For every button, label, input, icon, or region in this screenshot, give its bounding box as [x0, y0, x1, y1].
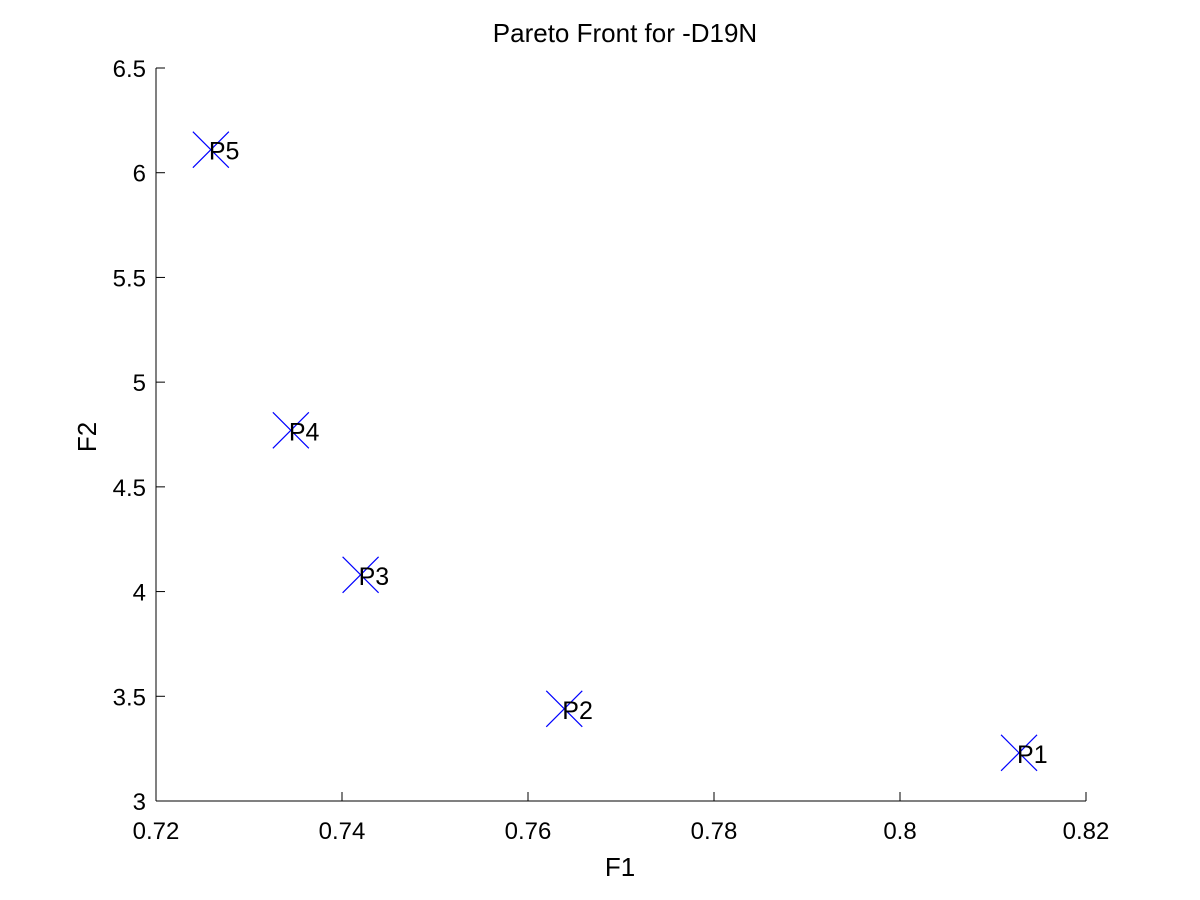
data-point: P5 [192, 131, 240, 169]
axes: 0.72 0.74 0.76 0.78 0.8 0.82 3 3.5 4 4.5 5 5.5 6 6.5 [113, 56, 1110, 845]
x-marker-stroke [1000, 734, 1038, 772]
point-label: P5 [209, 138, 240, 166]
data-points: P1 P2 P3 P4 P5 [192, 131, 1048, 772]
x-tick-label: 0.82 [1063, 818, 1110, 845]
data-point: P4 [272, 411, 320, 449]
x-marker-stroke [545, 690, 583, 728]
point-label: P2 [562, 697, 593, 725]
y-tick-label: 3 [133, 789, 146, 816]
y-axis-title: F2 [72, 422, 102, 452]
y-tick-label: 4.5 [113, 475, 146, 502]
x-tick-label: 0.8 [883, 818, 916, 845]
x-axis-title: F1 [605, 852, 635, 882]
data-point: P2 [545, 690, 593, 728]
y-tick-label: 6.5 [113, 56, 146, 83]
chart-title: Pareto Front for -D19N [493, 18, 757, 48]
x-tick-label: 0.78 [691, 818, 738, 845]
x-marker-stroke [342, 556, 380, 594]
x-tick-label: 0.76 [505, 818, 552, 845]
point-label: P4 [289, 418, 320, 446]
point-label: P3 [359, 563, 390, 591]
x-tick-label: 0.74 [319, 818, 366, 845]
data-point: P1 [1000, 734, 1048, 772]
y-tick-label: 5.5 [113, 265, 146, 292]
x-marker-stroke [192, 131, 230, 169]
point-label: P1 [1017, 741, 1048, 769]
y-tick-label: 3.5 [113, 684, 146, 711]
y-tick-label: 4 [133, 580, 146, 607]
data-point: P3 [342, 556, 390, 594]
y-tick-label: 6 [133, 161, 146, 188]
x-marker-stroke [272, 411, 310, 449]
y-tick-label: 5 [133, 370, 146, 397]
x-tick-label: 0.72 [133, 818, 180, 845]
